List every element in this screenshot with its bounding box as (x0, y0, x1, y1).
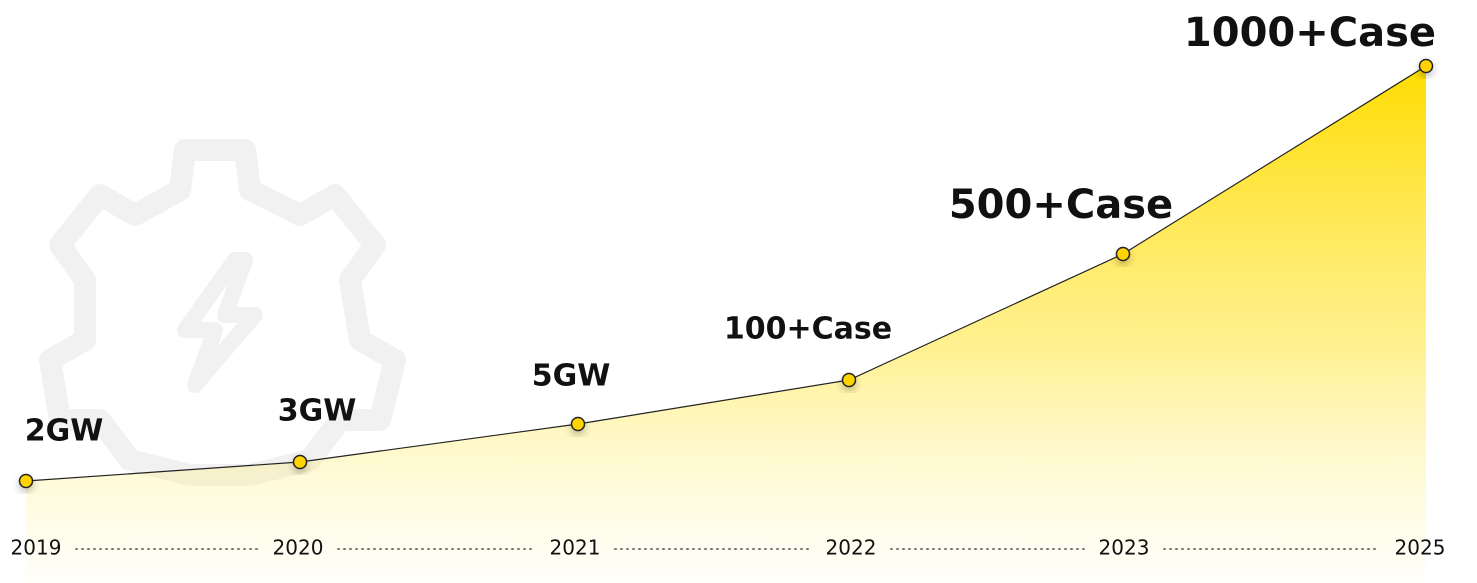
milestone-point (1418, 58, 1434, 74)
milestone-label: 5GW (532, 359, 611, 394)
year-label: 2020 (273, 536, 324, 560)
year-label: 2022 (826, 536, 877, 560)
milestone-point (570, 416, 586, 432)
milestone-label: 100+Case (724, 312, 892, 347)
milestone-point (1115, 246, 1131, 262)
year-label: 2023 (1099, 536, 1150, 560)
year-label: 2019 (11, 536, 62, 560)
milestone-point (841, 372, 857, 388)
area-fill (26, 66, 1426, 583)
milestone-label: 2GW (25, 414, 104, 449)
year-label: 2025 (1395, 536, 1446, 560)
milestone-label: 1000+Case (1184, 10, 1436, 56)
milestone-point (292, 454, 308, 470)
milestone-label: 3GW (278, 394, 357, 429)
trend-line (25, 65, 1427, 482)
year-label: 2021 (550, 536, 601, 560)
milestone-label: 500+Case (949, 182, 1173, 228)
milestone-point (18, 473, 34, 489)
content: 2GW 2019 3GW 2020 5GW 2021 100+Case 2022 500+Cas… (11, 10, 1446, 583)
